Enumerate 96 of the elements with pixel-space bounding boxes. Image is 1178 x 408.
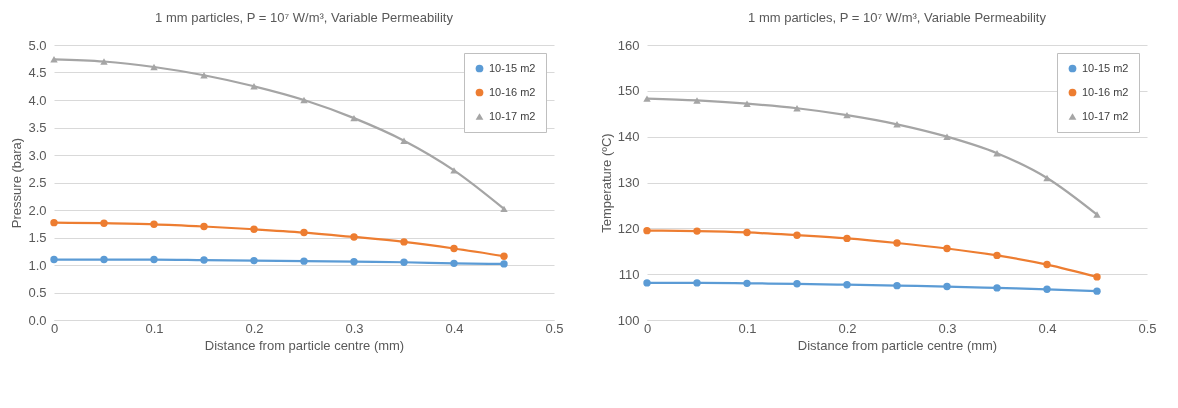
x-tick-label: 0 — [643, 320, 652, 336]
y-tick-label: 0.0 — [28, 312, 47, 328]
point — [150, 63, 158, 71]
point — [150, 220, 158, 228]
point — [100, 58, 108, 65]
x-tick-label: 0.5 — [1138, 320, 1157, 336]
point — [943, 282, 951, 291]
point — [1043, 260, 1051, 269]
point — [893, 281, 901, 290]
point — [843, 234, 851, 243]
point — [1093, 287, 1101, 295]
point — [450, 244, 458, 253]
point — [350, 233, 358, 241]
point — [300, 96, 308, 104]
point — [50, 218, 58, 227]
x-tick-label: 0.4 — [1038, 320, 1057, 336]
x-axis-title: Distance from particle centre (mm) — [797, 337, 998, 353]
point — [743, 100, 751, 107]
y-tick-label: 3.0 — [28, 147, 47, 163]
y-tick-label: 4.5 — [28, 65, 47, 80]
legend-label: 10-17 m2 — [1082, 109, 1129, 122]
x-tick-label: 0.2 — [838, 320, 857, 336]
y-tick-label: 0.5 — [28, 285, 47, 300]
point — [450, 259, 458, 268]
point — [400, 238, 408, 246]
y-tick-label: 110 — [618, 266, 640, 282]
y-axis-title: Temperature (ºC) — [598, 133, 614, 233]
x-tick-label: 0 — [50, 320, 59, 336]
point — [50, 56, 58, 63]
point — [200, 256, 208, 264]
point — [693, 279, 701, 287]
point — [993, 284, 1001, 292]
x-tick-label: 0.4 — [445, 320, 464, 336]
point — [843, 281, 851, 289]
point — [400, 137, 408, 144]
y-tick-label: 100 — [617, 312, 640, 328]
y-tick-label: 2.5 — [28, 175, 47, 190]
x-tick-label: 0.1 — [145, 320, 164, 336]
point — [1093, 211, 1101, 218]
y-tick-label: 1.0 — [28, 257, 47, 273]
point — [500, 205, 508, 213]
point — [250, 256, 258, 265]
point — [743, 279, 751, 288]
y-tick-label: 5.0 — [28, 37, 47, 53]
point — [250, 225, 258, 233]
legend-label: 10-15 m2 — [1082, 61, 1129, 74]
point — [893, 121, 901, 128]
point — [793, 231, 801, 239]
point — [743, 228, 751, 237]
y-tick-label: 160 — [617, 37, 640, 53]
point — [300, 257, 308, 265]
x-tick-label: 0.3 — [938, 320, 957, 336]
point — [1043, 174, 1051, 182]
x-tick-label: 0.3 — [345, 320, 364, 336]
point — [943, 244, 951, 253]
point — [300, 228, 308, 237]
y-tick-label: 3.5 — [28, 120, 47, 135]
y-tick-label: 120 — [617, 220, 640, 236]
point — [993, 251, 1001, 260]
y-tick-label: 150 — [617, 83, 640, 99]
point — [500, 252, 508, 260]
y-tick-label: 2.0 — [28, 202, 47, 218]
point — [100, 255, 108, 264]
point — [893, 239, 901, 247]
y-tick-label: 4.0 — [28, 92, 47, 108]
point — [50, 255, 58, 264]
x-axis-title: Distance from particle centre (mm) — [204, 337, 405, 353]
point — [693, 97, 701, 104]
point — [200, 222, 208, 231]
point — [943, 133, 951, 140]
point — [150, 255, 158, 264]
point — [643, 279, 651, 287]
y-tick-label: 130 — [617, 175, 640, 190]
point — [643, 226, 651, 235]
point — [100, 219, 108, 227]
x-tick-label: 0.5 — [545, 320, 564, 336]
point — [1043, 285, 1051, 293]
point — [500, 260, 508, 268]
x-tick-label: 0.1 — [738, 320, 757, 336]
y-axis-title: Pressure (bara) — [9, 137, 25, 229]
x-tick-label: 0.2 — [245, 320, 264, 336]
chart-title: 1 mm particles, P = 10⁷ W/m³, Variable Permeability — [748, 10, 1047, 25]
legend-label: 10-16 m2 — [1082, 85, 1129, 98]
point — [450, 167, 458, 174]
y-tick-label: 140 — [617, 129, 640, 145]
point — [643, 95, 651, 102]
point — [350, 258, 358, 266]
point — [793, 280, 801, 288]
legend-label: 10-16 m2 — [489, 85, 536, 98]
point — [1093, 273, 1101, 281]
point — [400, 258, 408, 266]
y-tick-label: 1.5 — [28, 230, 47, 245]
legend-label: 10-17 m2 — [489, 109, 536, 122]
chart-title: 1 mm particles, P = 10⁷ W/m³, Variable Permeability — [155, 10, 454, 25]
point — [693, 227, 701, 235]
legend-label: 10-15 m2 — [489, 61, 536, 74]
